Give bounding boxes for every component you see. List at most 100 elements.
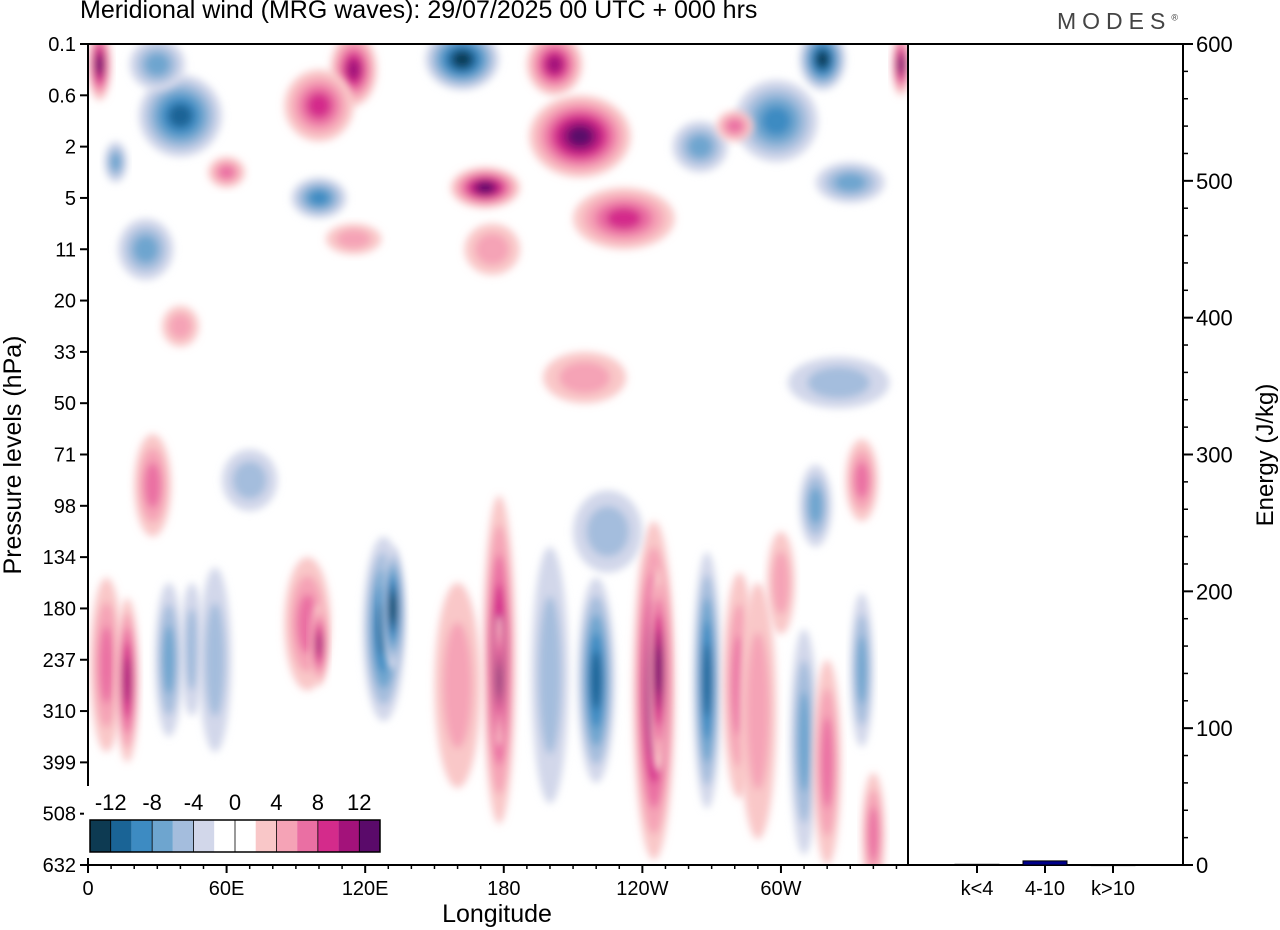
longitude-axis: 0 60E 120E 180 120W 60W <box>82 865 898 900</box>
contour-level <box>169 313 192 339</box>
pressure-tick-label: 98 <box>54 496 76 518</box>
colorbar-swatch <box>131 820 153 852</box>
contour-level <box>726 119 743 133</box>
wind-anomaly-blob <box>573 187 675 250</box>
contour-level <box>590 650 602 710</box>
colorbar: -12 -8 -4 0 4 8 12 <box>84 786 386 858</box>
contour-level <box>567 126 593 147</box>
contour-level <box>559 361 611 394</box>
pressure-tick-label: 71 <box>54 445 76 467</box>
contour-level <box>868 806 879 862</box>
logo-registered-mark: ® <box>1171 12 1178 23</box>
colorbar-label: 4 <box>270 790 282 815</box>
contour-level <box>586 506 630 557</box>
wind-anomaly-blob <box>672 120 728 173</box>
wind-anomaly-blob <box>790 628 818 855</box>
contour-level <box>232 461 267 500</box>
colorbar-label: 12 <box>347 790 371 815</box>
contour-level <box>99 626 114 704</box>
contour-level <box>606 207 642 230</box>
colorbar-label: 8 <box>312 790 324 815</box>
contour-level <box>476 182 494 193</box>
wind-anomaly-blob <box>464 223 520 275</box>
wind-anomaly-blob <box>309 603 329 686</box>
contour-level <box>807 366 870 399</box>
wind-anomaly-blob <box>161 305 199 347</box>
wind-anomaly-blob <box>138 74 222 157</box>
pressure-axis: 0.1 0.6 2 5 11 20 33 50 71 98 134 180 237 310 399 508 63… <box>43 34 88 877</box>
wind-anomaly-blob <box>154 582 183 737</box>
colorbar-swatch <box>255 820 277 852</box>
contour-level <box>96 55 103 74</box>
contour-level <box>309 190 329 206</box>
contour-level <box>110 152 121 172</box>
colorbar-swatch <box>297 820 318 852</box>
wind-anomaly-blob <box>129 44 186 91</box>
energy-axis-label: Energy (J/kg) <box>1252 384 1279 527</box>
contour-level <box>497 664 502 697</box>
colorbar-label: -12 <box>95 790 127 815</box>
contour-level <box>218 165 235 180</box>
energy-bar <box>1022 860 1068 866</box>
chart-title: Meridional wind (MRG waves): 29/07/2025 … <box>80 0 758 24</box>
energy-category-label: k>10 <box>1091 878 1135 900</box>
pressure-tick-label: 508 <box>43 804 76 826</box>
pressure-tick-label: 0.1 <box>48 34 76 56</box>
contour-level <box>168 104 193 128</box>
wind-anomaly-blob <box>381 546 405 671</box>
colorbar-swatch <box>110 820 132 852</box>
x-axis-label: Longitude <box>442 900 552 928</box>
contour-level <box>123 656 131 704</box>
longitude-tick-label: 0 <box>82 878 93 900</box>
contour-level <box>655 645 662 695</box>
contour-level <box>898 57 904 72</box>
wind-anomaly-blob <box>104 141 128 183</box>
contour-level <box>306 93 332 119</box>
y-axis-label: Pressure levels (hPa) <box>0 336 27 575</box>
contour-level <box>772 551 790 615</box>
pressure-tick-label: 11 <box>55 239 76 261</box>
wind-anomaly-blob <box>134 433 172 537</box>
energy-tick-label: 600 <box>1196 32 1233 57</box>
energy-tick-label: 0 <box>1196 853 1208 878</box>
colorbar-swatch <box>152 820 173 852</box>
pressure-tick-label: 134 <box>43 547 76 569</box>
contour-level <box>834 173 866 192</box>
pressure-tick-label: 310 <box>43 701 76 723</box>
contour-level <box>854 461 869 499</box>
wind-anomaly-blob <box>787 357 890 409</box>
longitude-tick-label: 180 <box>487 878 520 900</box>
contour-level <box>347 59 361 80</box>
pressure-tick-label: 632 <box>43 855 76 877</box>
contour-level <box>546 55 563 74</box>
energy-tick-label: 500 <box>1196 169 1233 194</box>
wind-anomaly-blob <box>861 772 885 865</box>
wind-anomaly-blob <box>845 439 878 522</box>
longitude-tick-label: 60E <box>209 878 245 900</box>
energy-bar <box>954 863 1000 866</box>
wind-anomaly-blob <box>813 659 842 865</box>
energy-tick-label: 300 <box>1196 443 1233 468</box>
energy-bar <box>1090 864 1136 867</box>
wind-anomaly-blob <box>115 598 139 763</box>
wind-anomaly-blob <box>529 95 631 178</box>
wind-anomaly-blob <box>799 44 846 91</box>
colorbar-swatch <box>172 820 194 852</box>
contour-level <box>336 229 371 249</box>
pressure-tick-label: 237 <box>43 650 76 672</box>
modes-logo: MODES® <box>1057 8 1178 35</box>
wind-anomaly-blob <box>543 351 627 404</box>
colorbar-swatch <box>338 820 360 852</box>
wind-anomaly-blob <box>815 162 885 204</box>
contour-level <box>390 593 396 624</box>
colorbar-swatch <box>235 820 256 852</box>
pressure-tick-label: 33 <box>54 342 76 364</box>
wind-anomaly-blob <box>734 79 818 163</box>
colorbar-swatch <box>276 820 298 852</box>
wind-anomaly-blob <box>716 110 754 142</box>
wind-anomaly-blob <box>221 449 278 511</box>
longitude-tick-label: 120E <box>342 878 389 900</box>
wind-anomaly-blob <box>850 593 874 747</box>
wind-anomaly-blob <box>646 567 671 773</box>
